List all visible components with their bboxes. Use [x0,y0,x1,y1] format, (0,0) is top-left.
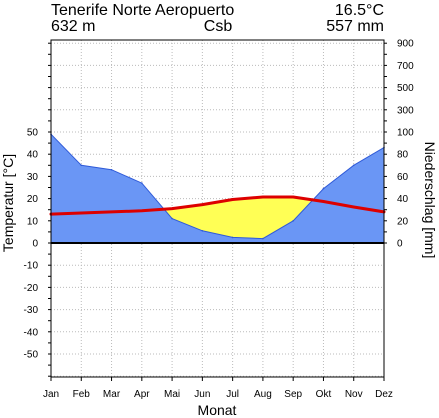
temperature-point [170,207,174,210]
month-tick-label: Mar [103,389,121,400]
annual-mean-temperature: 16.5°C [335,2,384,19]
temperature-tick-label: 50 [27,128,39,139]
temperature-tick-label: -40 [24,327,39,338]
y-axis-label-precipitation: Niederschlag [mm] [422,142,438,259]
month-tick-label: Dez [375,389,393,400]
precipitation-tick-label: 900 [397,39,414,50]
precipitation-point [201,229,204,232]
precipitation-line [50,133,385,240]
temperature-point [110,210,113,214]
temperature-tick-label: -30 [24,305,39,316]
tick-label-layer: -50-40-30-20-100102030405002040608010030… [24,39,415,400]
month-tick-label: Nov [345,389,363,400]
temperature-point [322,200,325,203]
arid-period-area [164,197,313,239]
precipitation-tick-label: 0 [397,239,403,250]
precipitation-point [322,187,325,190]
precipitation-point [292,220,294,222]
month-tick-label: Okt [316,389,332,400]
precipitation-area [51,134,384,243]
line-layer [49,133,386,244]
month-tick-label: Jan [43,389,59,400]
y-axis-label-temperature: Temperatur [°C] [0,154,16,252]
precipitation-tick-label: 20 [397,216,409,227]
precipitation-tick-label: 60 [397,172,409,183]
month-tick-label: Feb [73,389,91,400]
precipitation-point [110,168,113,171]
station-name: Tenerife Norte Aeropuerto [51,2,234,19]
x-axis-label: Monat [198,402,237,418]
month-tick-label: Sep [284,389,302,400]
temperature-tick-label: 20 [27,194,39,205]
precipitation-tick-label: 80 [397,150,409,161]
temperature-point [80,211,83,215]
precipitation-point [352,164,355,167]
precipitation-point [262,237,264,240]
precipitation-tick-label: 300 [397,105,414,116]
plot-frame [50,39,385,378]
temperature-point [140,209,144,213]
temperature-point [291,195,295,199]
climate-classification: Csb [204,18,233,35]
precipitation-tick-label: 40 [397,194,409,205]
temperature-tick-label: 10 [27,216,39,227]
temperature-tick-label: -50 [24,350,39,361]
annual-precipitation: 557 mm [326,18,384,35]
precipitation-point [171,217,173,220]
precipitation-point [141,182,143,184]
temperature-tick-label: 40 [27,150,39,161]
station-elevation: 632 m [51,18,95,35]
temperature-point [201,203,204,206]
month-tick-label: Aug [254,389,272,400]
month-tick-label: Apr [134,389,150,400]
temperature-point [261,195,265,199]
month-tick-label: Mai [164,389,180,400]
temperature-tick-label: -20 [24,283,39,294]
temperature-point [231,198,234,201]
temperature-tick-label: -10 [24,261,39,272]
area-layer [51,134,384,243]
precipitation-tick-label: 100 [397,128,414,139]
month-tick-label: Jul [226,389,239,400]
axes-layer [48,39,387,381]
precipitation-tick-label: 700 [397,61,414,72]
temperature-tick-label: 30 [27,172,39,183]
temperature-tick-label: 0 [32,239,38,250]
temperature-point [352,205,355,209]
precipitation-point [231,236,234,239]
month-tick-label: Jun [194,389,210,400]
precipitation-point [80,164,83,167]
temperature-line [49,195,386,216]
precipitation-tick-label: 500 [397,83,414,94]
